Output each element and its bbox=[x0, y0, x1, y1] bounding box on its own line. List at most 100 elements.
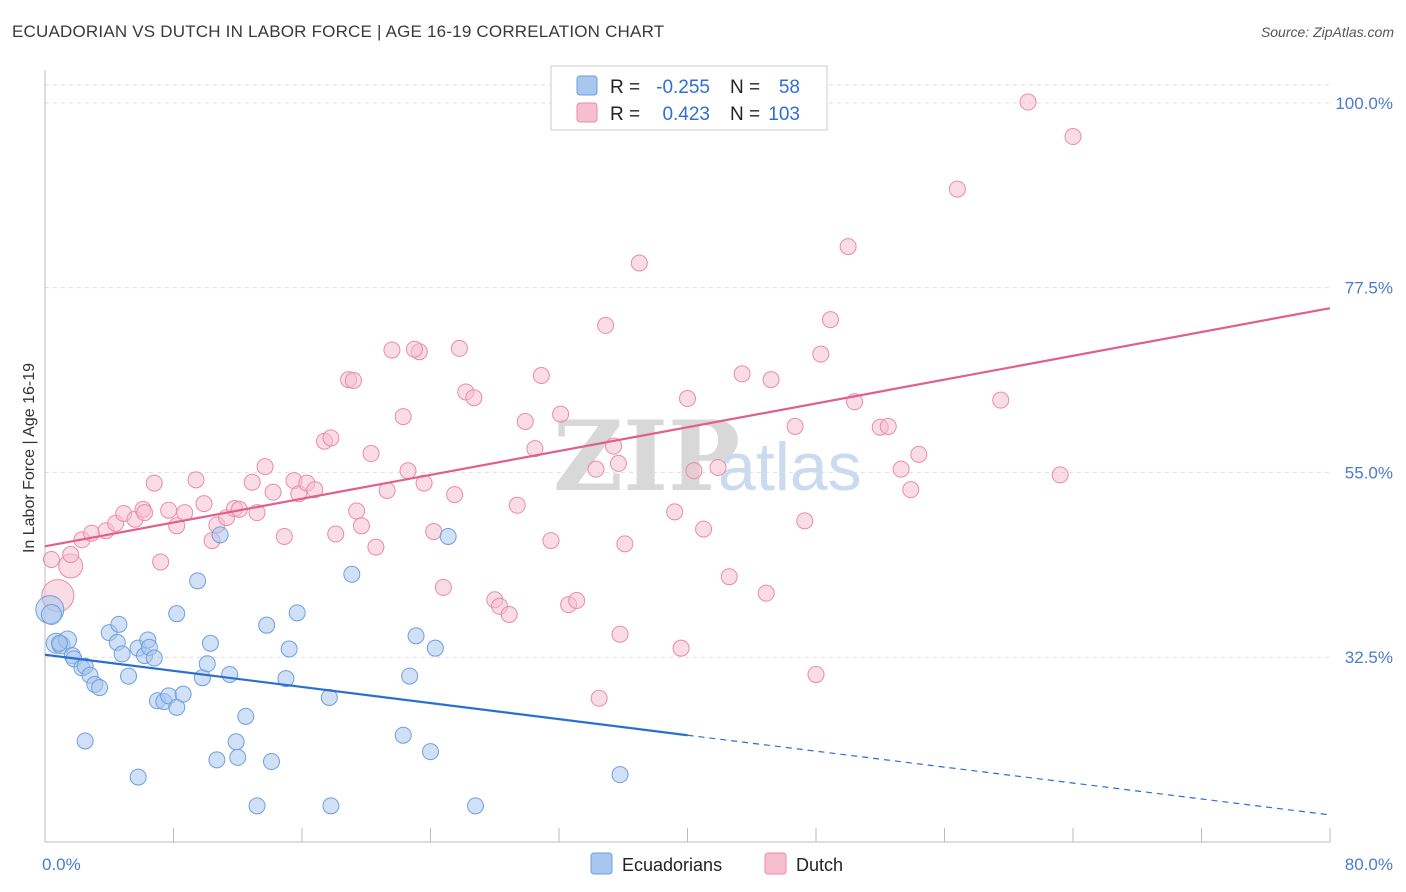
ecuadorian-trend-line bbox=[44, 653, 688, 737]
ecuadorian-point bbox=[227, 733, 245, 751]
legend-n-label-dutch: N = bbox=[730, 104, 760, 125]
ecuadorian-point bbox=[40, 604, 62, 626]
dutch-point bbox=[405, 340, 423, 358]
ecuadorian-point bbox=[401, 667, 419, 685]
bottom-legend-label-dutch: Dutch bbox=[796, 855, 843, 875]
ecuadorian-point bbox=[198, 655, 216, 673]
dutch-point bbox=[709, 458, 727, 476]
ecuadorian-trend-extension bbox=[687, 734, 1331, 816]
dutch-point bbox=[275, 527, 293, 545]
dutch-point bbox=[992, 391, 1010, 409]
chart-title: ECUADORIAN VS DUTCH IN LABOR FORCE | AGE… bbox=[12, 22, 665, 41]
dutch-point bbox=[839, 238, 857, 256]
ecuadorian-point bbox=[248, 797, 266, 815]
dutch-point bbox=[394, 408, 412, 426]
ecuadorian-point bbox=[343, 565, 361, 583]
bottom-legend-swatch-ecuadorians bbox=[590, 852, 613, 875]
ecuadorian-point bbox=[110, 615, 128, 633]
dutch-point bbox=[542, 532, 560, 550]
dutch-point bbox=[552, 405, 570, 423]
ecuadorian-point bbox=[394, 726, 412, 744]
dutch-point bbox=[733, 365, 751, 383]
dutch-point bbox=[42, 550, 60, 568]
dutch-point bbox=[243, 473, 261, 491]
watermark: ZIP atlas bbox=[553, 400, 862, 513]
ecuadorian-point bbox=[221, 665, 239, 683]
dutch-point bbox=[532, 367, 550, 385]
dutch-point bbox=[685, 462, 703, 480]
dutch-point bbox=[399, 462, 417, 480]
dutch-point bbox=[160, 501, 178, 519]
dutch-point bbox=[348, 502, 366, 520]
dutch-point bbox=[587, 460, 605, 478]
dutch-point bbox=[590, 689, 608, 707]
dutch-point bbox=[434, 578, 452, 596]
dutch-point bbox=[679, 390, 696, 408]
dutch-point bbox=[500, 606, 518, 624]
ecuadorian-point bbox=[407, 627, 425, 645]
dutch-point bbox=[616, 535, 634, 553]
y-tick-label-3: 100.0% bbox=[1335, 94, 1393, 113]
legend-r-value-ecuadorians: -0.255 bbox=[656, 77, 710, 98]
dutch-point bbox=[597, 316, 615, 334]
y-tick-labels: 32.5% 55.0% 77.5% 100.0% bbox=[1335, 94, 1393, 667]
ecuadorian-points bbox=[35, 526, 629, 815]
bottom-legend-label-ecuadorians: Ecuadorians bbox=[622, 855, 722, 875]
legend-n-value-ecuadorians: 58 bbox=[779, 77, 800, 98]
ecuadorian-point bbox=[611, 766, 629, 784]
ecuadorian-point bbox=[262, 753, 280, 771]
dutch-point bbox=[465, 389, 483, 407]
dutch-point bbox=[821, 311, 839, 329]
source-label: Source: ZipAtlas.com bbox=[1260, 24, 1394, 40]
ecuadorian-point bbox=[174, 685, 192, 703]
dutch-point bbox=[695, 520, 713, 538]
x-tick-label-1: 80.0% bbox=[1345, 855, 1393, 874]
dutch-trend-line bbox=[44, 307, 1331, 548]
bottom-legend-swatch-dutch bbox=[764, 852, 787, 875]
dutch-point bbox=[630, 254, 648, 272]
ecuadorian-point bbox=[189, 572, 207, 590]
y-tick-label-1: 55.0% bbox=[1345, 463, 1393, 482]
dutch-point bbox=[892, 460, 910, 478]
ecuadorian-point bbox=[426, 639, 444, 657]
ecuadorian-point bbox=[237, 707, 255, 725]
trend-lines bbox=[44, 307, 1331, 816]
dutch-point bbox=[344, 371, 362, 389]
ecuadorian-point bbox=[258, 616, 276, 634]
ecuadorian-point bbox=[208, 751, 226, 769]
dutch-point bbox=[446, 486, 464, 504]
dutch-point bbox=[796, 512, 814, 530]
ecuadorian-point bbox=[113, 645, 131, 663]
dutch-point bbox=[176, 504, 194, 522]
dutch-point bbox=[264, 483, 282, 501]
ecuadorian-point bbox=[280, 640, 298, 658]
ecuadorian-point bbox=[466, 797, 484, 815]
dutch-point bbox=[609, 454, 627, 472]
watermark-atlas: atlas bbox=[718, 429, 862, 505]
dutch-point bbox=[1019, 93, 1037, 111]
dutch-point bbox=[1064, 128, 1082, 146]
axes bbox=[44, 70, 1331, 843]
legend-swatch-ecuadorians bbox=[576, 75, 598, 96]
dutch-point bbox=[786, 417, 804, 435]
dutch-point bbox=[152, 553, 170, 571]
dutch-point bbox=[187, 471, 205, 489]
legend: R = -0.255 N = 58 R = 0.423 N = 103 bbox=[550, 65, 828, 131]
watermark-zip: ZIP bbox=[553, 400, 740, 513]
dutch-point bbox=[508, 496, 526, 514]
y-axis-label: In Labor Force | Age 16-19 bbox=[21, 363, 38, 553]
ecuadorian-point bbox=[76, 732, 94, 750]
dutch-point bbox=[383, 341, 401, 359]
ecuadorian-point bbox=[211, 526, 229, 544]
dutch-point bbox=[757, 584, 775, 602]
y-tick-label-2: 77.5% bbox=[1345, 279, 1393, 298]
ecuadorian-point bbox=[439, 527, 457, 545]
ecuadorian-point bbox=[201, 634, 219, 652]
ecuadorian-point bbox=[288, 604, 306, 622]
ecuadorian-point bbox=[277, 670, 295, 688]
dutch-point bbox=[352, 517, 370, 535]
x-tick-labels: 0.0% 80.0% bbox=[42, 855, 1393, 874]
x-tick-label-0: 0.0% bbox=[42, 855, 81, 874]
dutch-point bbox=[195, 495, 213, 513]
